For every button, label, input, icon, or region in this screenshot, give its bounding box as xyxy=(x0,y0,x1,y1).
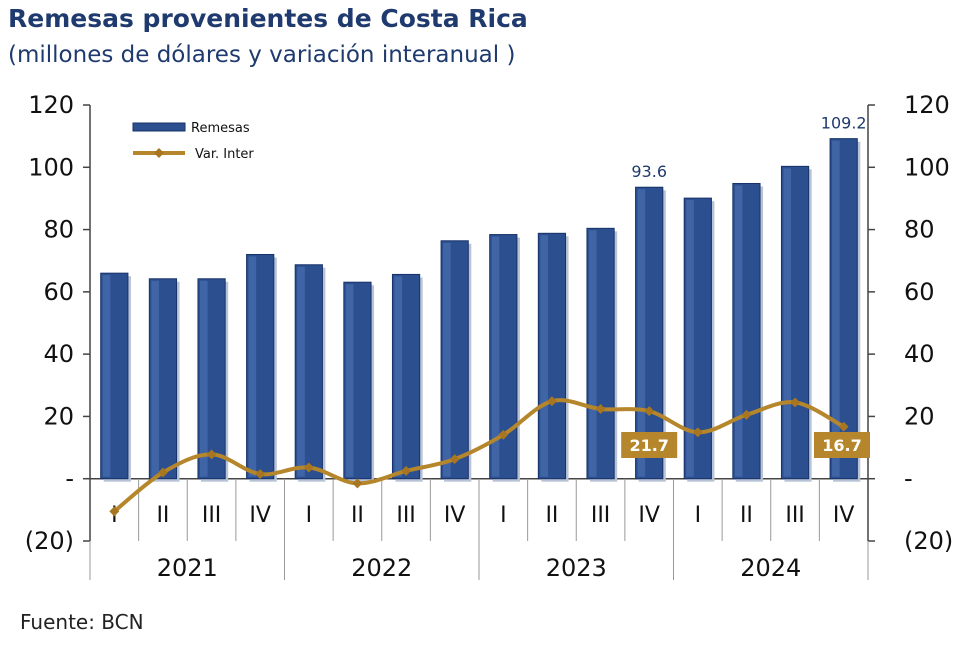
bar-highlight xyxy=(832,140,840,477)
left-tick-label: (20) xyxy=(25,527,74,555)
category-label: IV xyxy=(638,503,660,528)
category-label: III xyxy=(396,503,415,528)
bar-highlight xyxy=(686,200,694,477)
bar-highlight xyxy=(637,189,646,477)
var-inter-point xyxy=(546,396,557,407)
source-note: Fuente: BCN xyxy=(20,610,144,634)
var-inter-point xyxy=(838,421,849,432)
year-label: 2021 xyxy=(157,554,218,582)
bar-highlight xyxy=(491,236,500,477)
right-tick-label: 80 xyxy=(904,216,935,244)
bar-highlight xyxy=(102,275,111,477)
var-inter-point xyxy=(449,454,460,465)
category-label: II xyxy=(351,503,364,528)
bar-highlight xyxy=(734,185,743,477)
var-inter-point xyxy=(498,429,509,440)
bar-highlight xyxy=(588,230,597,477)
category-label: III xyxy=(202,503,221,528)
category-label: I xyxy=(500,503,507,528)
bar-highlight xyxy=(151,280,159,477)
left-tick-label: 60 xyxy=(43,278,74,306)
bar-highlight xyxy=(783,168,792,477)
right-tick-label: 120 xyxy=(904,91,950,119)
left-tick-label: 120 xyxy=(28,91,74,119)
category-label: I xyxy=(306,503,313,528)
left-tick-label: 100 xyxy=(28,153,74,181)
legend-bar-label: Remesas xyxy=(191,121,250,136)
var-inter-point xyxy=(741,409,752,420)
right-tick-label: (20) xyxy=(904,527,953,555)
category-label: II xyxy=(545,503,558,528)
legend-bar-swatch xyxy=(132,122,186,132)
var-inter-point xyxy=(790,397,801,408)
chart-title: Remesas provenientes de Costa Rica xyxy=(8,4,528,33)
var-inter-point xyxy=(644,406,655,417)
line-data-label: 16.7 xyxy=(822,436,861,455)
right-tick-label: 40 xyxy=(904,340,935,368)
legend-line-marker xyxy=(154,148,164,158)
bar-data-label: 93.6 xyxy=(631,162,667,181)
var-inter-point xyxy=(401,465,412,476)
year-label: 2024 xyxy=(740,554,801,582)
left-tick-label: 20 xyxy=(43,402,74,430)
left-tick-label: - xyxy=(65,465,74,493)
bar-highlight xyxy=(199,280,208,477)
bar-highlight xyxy=(394,276,403,477)
category-label: III xyxy=(785,503,804,528)
year-label: 2022 xyxy=(351,554,412,582)
category-label: II xyxy=(156,503,169,528)
legend-line-label: Var. Inter xyxy=(195,147,254,162)
category-label: II xyxy=(740,503,753,528)
var-inter-line xyxy=(113,398,845,513)
bar-data-label: 109.2 xyxy=(821,114,867,133)
category-label: I xyxy=(695,503,702,528)
var-inter-point xyxy=(303,462,314,473)
bar-highlight xyxy=(345,284,354,477)
year-label: 2023 xyxy=(546,554,607,582)
line-data-label: 21.7 xyxy=(629,436,668,455)
line-data-label-box xyxy=(621,432,678,458)
right-tick-label: 60 xyxy=(904,278,935,306)
right-tick-label: - xyxy=(904,465,913,493)
bar-highlight xyxy=(540,235,548,477)
var-inter-point xyxy=(692,427,703,438)
bar-highlight xyxy=(248,256,257,477)
right-tick-label: 100 xyxy=(904,153,950,181)
var-inter-point xyxy=(595,404,606,414)
category-label: IV xyxy=(249,503,271,528)
left-tick-label: 40 xyxy=(43,340,74,368)
var-inter-point xyxy=(157,467,168,478)
category-label: III xyxy=(591,503,610,528)
left-tick-label: 80 xyxy=(43,216,74,244)
var-inter-point xyxy=(206,449,217,460)
chart-subtitle: (millones de dólares y variación interan… xyxy=(8,42,516,68)
bar-highlight xyxy=(443,242,451,477)
line-data-label-box xyxy=(814,432,870,458)
bar-highlight xyxy=(297,266,305,477)
category-label: IV xyxy=(444,503,466,528)
right-tick-label: 20 xyxy=(904,402,935,430)
category-label: IV xyxy=(833,503,855,528)
var-inter-point xyxy=(352,478,363,489)
var-inter-point xyxy=(255,469,266,479)
